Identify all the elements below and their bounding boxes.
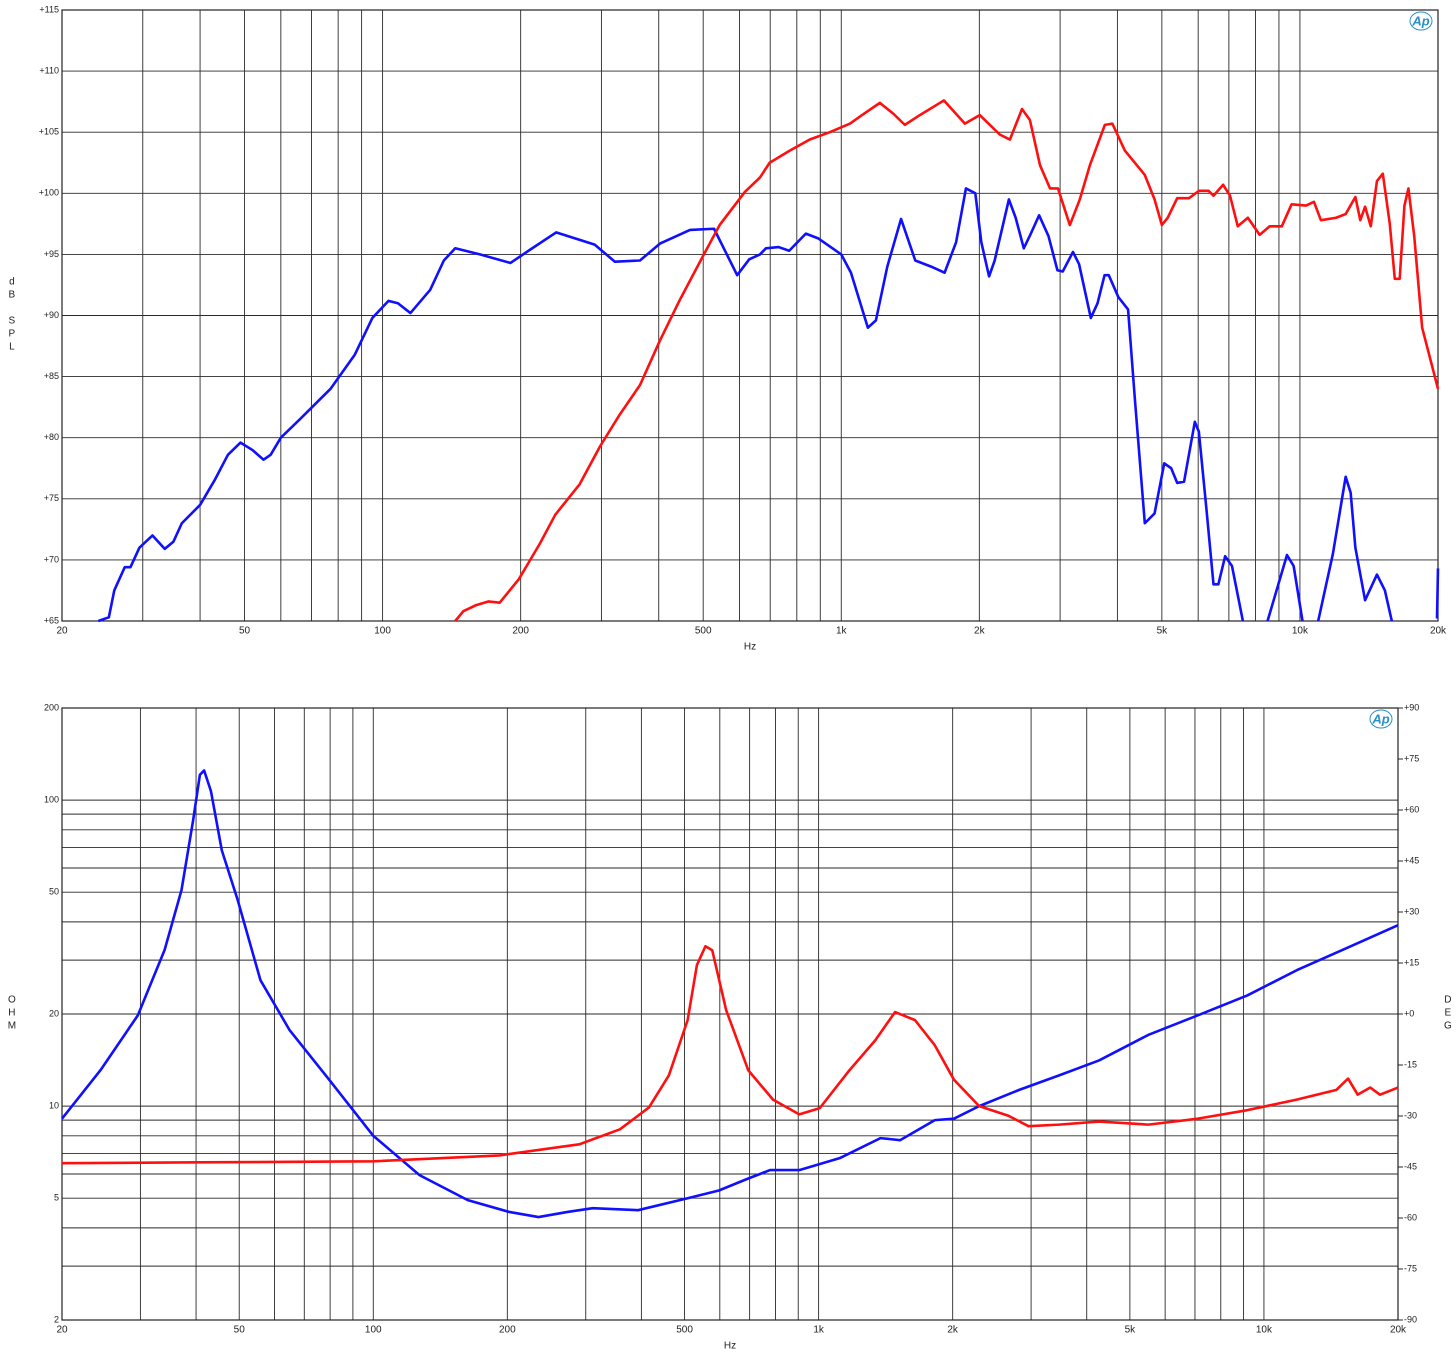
x-tick-label: 2k bbox=[947, 1325, 959, 1336]
data-line bbox=[97, 187, 1440, 623]
y-axis-label: OHM bbox=[6, 995, 17, 1034]
y2-tick-label: -60 bbox=[1404, 1212, 1417, 1222]
y-tick-label: +85 bbox=[44, 371, 59, 381]
x-tick-label: 10k bbox=[1256, 1325, 1273, 1336]
y2-tick-label: -45 bbox=[1404, 1161, 1417, 1171]
y2-tick-label: +0 bbox=[1404, 1008, 1414, 1018]
data-line bbox=[60, 769, 1399, 1219]
x-tick-label: 50 bbox=[234, 1325, 246, 1336]
y-tick-label: +95 bbox=[44, 249, 59, 259]
y-tick-label: 2 bbox=[54, 1314, 59, 1324]
x-tick-label: 20 bbox=[56, 1325, 68, 1336]
x-tick-label: 50 bbox=[239, 626, 251, 637]
y-tick-label: +105 bbox=[39, 127, 59, 137]
y2-tick-label: +90 bbox=[1404, 702, 1419, 712]
logo-ring bbox=[1409, 11, 1433, 31]
y2-tick-label: +75 bbox=[1404, 753, 1419, 763]
x-tick-label: 200 bbox=[512, 626, 529, 637]
y2-tick-label: +15 bbox=[1404, 957, 1419, 967]
y-tick-label: +110 bbox=[39, 65, 59, 75]
y-tick-label: 5 bbox=[54, 1193, 59, 1203]
y-tick-label: +70 bbox=[44, 554, 59, 564]
plot-frame bbox=[61, 9, 1439, 622]
y-tick-label: +115 bbox=[39, 4, 59, 14]
data-line bbox=[61, 944, 1399, 1165]
x-axis-label: Hz bbox=[724, 1341, 736, 1352]
y-tick-label: 200 bbox=[44, 702, 59, 712]
data-line bbox=[454, 99, 1440, 622]
y-axis-label: dB SPL bbox=[6, 277, 17, 355]
x-axis-label: Hz bbox=[744, 642, 756, 653]
x-tick-label: 10k bbox=[1292, 626, 1309, 637]
x-tick-label: 20k bbox=[1430, 626, 1447, 637]
x-tick-label: 5k bbox=[1125, 1325, 1137, 1336]
x-tick-label: 500 bbox=[695, 626, 712, 637]
y2-tick-label: +60 bbox=[1404, 804, 1419, 814]
x-tick-label: 100 bbox=[365, 1325, 382, 1336]
logo: Ap bbox=[1411, 13, 1429, 28]
x-tick-label: 20k bbox=[1390, 1325, 1407, 1336]
y2-tick-label: -15 bbox=[1404, 1059, 1417, 1069]
x-tick-label: 200 bbox=[499, 1325, 516, 1336]
x-tick-label: 100 bbox=[374, 626, 391, 637]
x-tick-label: 2k bbox=[974, 626, 986, 637]
y-tick-label: 10 bbox=[49, 1100, 59, 1110]
y-tick-label: +100 bbox=[39, 188, 59, 198]
logo: Ap bbox=[1371, 711, 1389, 726]
x-tick-label: 1k bbox=[813, 1325, 825, 1336]
x-tick-label: 1k bbox=[836, 626, 848, 637]
y-tick-label: +80 bbox=[44, 432, 59, 442]
y-tick-label: 20 bbox=[49, 1008, 59, 1018]
y-tick-label: 100 bbox=[44, 794, 59, 804]
y-tick-label: 50 bbox=[49, 887, 59, 897]
y2-tick-label: -90 bbox=[1404, 1314, 1417, 1324]
y2-axis-label: DEG bbox=[1442, 995, 1453, 1034]
y-tick-label: +75 bbox=[44, 493, 59, 503]
plot-frame bbox=[61, 707, 1399, 1321]
y-tick-label: +90 bbox=[44, 310, 59, 320]
y2-tick-label: +30 bbox=[1404, 906, 1419, 916]
x-tick-label: 500 bbox=[676, 1325, 693, 1336]
y2-tick-label: -75 bbox=[1404, 1263, 1417, 1273]
x-tick-label: 20 bbox=[56, 626, 68, 637]
logo-ring bbox=[1369, 709, 1393, 729]
y2-tick-label: +45 bbox=[1404, 855, 1419, 865]
y2-tick-label: -30 bbox=[1404, 1110, 1417, 1120]
x-tick-label: 5k bbox=[1157, 626, 1169, 637]
y-tick-label: +65 bbox=[44, 615, 59, 625]
